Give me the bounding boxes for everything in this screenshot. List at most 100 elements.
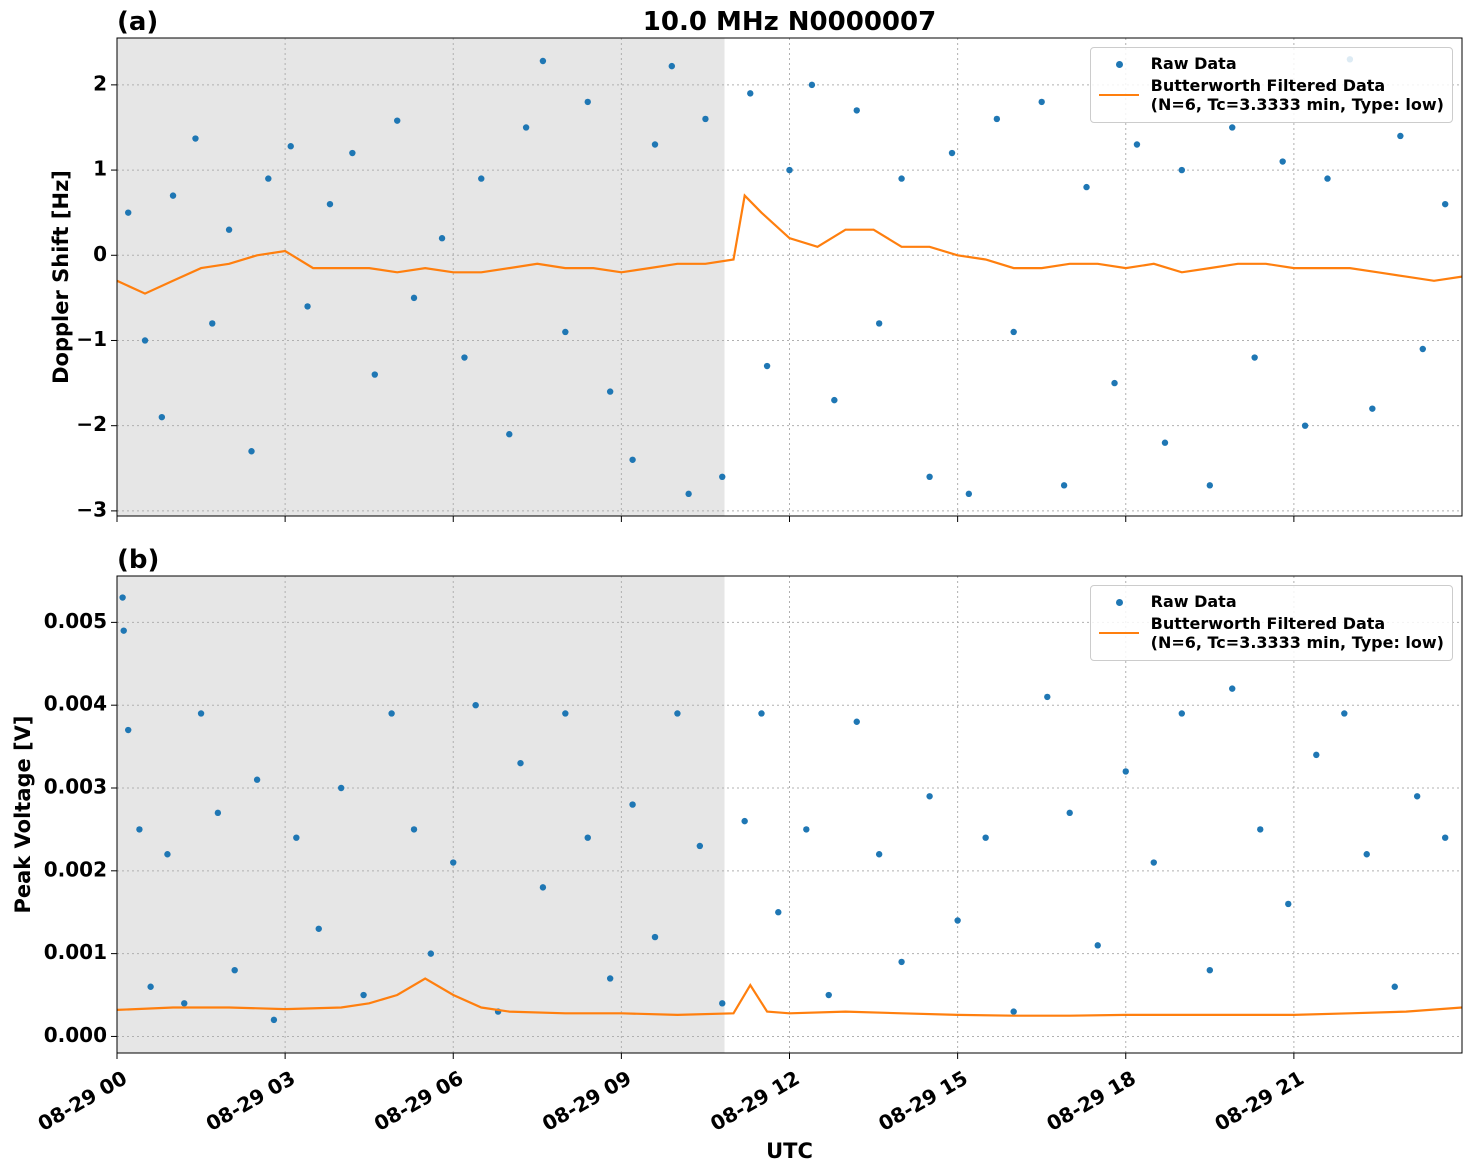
x-tick-label: 08-29 09 <box>538 1066 636 1136</box>
raw-point <box>192 135 199 142</box>
raw-point <box>948 149 956 157</box>
x-axis-label: UTC <box>766 1139 813 1163</box>
raw-point <box>225 226 233 233</box>
raw-point <box>803 826 810 833</box>
raw-point <box>253 776 261 783</box>
raw-point <box>1111 379 1118 387</box>
legend-key <box>1098 614 1139 634</box>
y-tick-label: −1 <box>76 327 107 351</box>
raw-point <box>506 431 513 438</box>
raw-point <box>747 90 754 97</box>
raw-point <box>349 149 356 157</box>
raw-point <box>461 354 468 361</box>
raw-point <box>438 235 446 242</box>
y-tick-label: −3 <box>76 497 107 521</box>
raw-point <box>119 594 126 601</box>
raw-point <box>326 200 334 208</box>
x-tick-label: 08-29 06 <box>370 1066 468 1136</box>
raw-point <box>825 991 832 999</box>
raw-point <box>758 710 765 717</box>
filtered-line <box>117 977 1462 1017</box>
raw-point <box>1206 482 1214 489</box>
raw-point <box>1161 439 1169 446</box>
x-tick-label: 08-29 21 <box>1210 1066 1308 1136</box>
y-axis-label: Doppler Shift [Hz] <box>49 170 73 384</box>
raw-point <box>337 784 345 792</box>
raw-point <box>1229 124 1236 131</box>
raw-point <box>1285 900 1292 908</box>
x-tick-label: 08-29 18 <box>1042 1066 1140 1136</box>
raw-point <box>1313 751 1320 759</box>
raw-point <box>410 294 418 302</box>
raw-point <box>1257 826 1264 833</box>
raw-point <box>674 710 681 717</box>
raw-point <box>1094 942 1101 949</box>
raw-point <box>315 925 322 932</box>
legend-label: Butterworth Filtered Data (N=6, Tc=3.333… <box>1150 614 1444 652</box>
y-tick-label: 0.000 <box>44 1023 107 1047</box>
raw-point <box>1279 158 1286 165</box>
y-tick-label: 0 <box>93 242 107 266</box>
raw-point <box>1413 793 1421 800</box>
raw-point <box>1066 809 1073 817</box>
raw-point <box>360 991 367 999</box>
raw-point <box>248 448 255 455</box>
raw-point <box>1038 98 1045 106</box>
raw-point <box>831 396 838 404</box>
y-tick-label: 0.001 <box>44 940 107 964</box>
raw-point <box>1083 183 1090 191</box>
legend-entry: Butterworth Filtered Data (N=6, Tc=3.333… <box>1098 76 1444 114</box>
raw-point <box>808 81 816 89</box>
legend-entry: Raw Data <box>1099 592 1444 612</box>
raw-point <box>472 701 479 709</box>
raw-point <box>478 175 485 182</box>
raw-point <box>1178 166 1185 174</box>
raw-point <box>1301 422 1309 429</box>
raw-point <box>898 175 905 182</box>
raw-point <box>763 362 771 370</box>
raw-point <box>181 1000 188 1007</box>
raw-point <box>164 851 171 858</box>
raw-point <box>719 473 726 481</box>
raw-point <box>651 933 659 941</box>
raw-point <box>898 958 905 966</box>
raw-point <box>1060 482 1068 489</box>
raw-point <box>606 975 614 982</box>
x-tick-label: 08-29 00 <box>34 1066 132 1136</box>
raw-point <box>775 909 782 916</box>
raw-point <box>1341 710 1348 717</box>
raw-point <box>668 62 676 70</box>
y-tick-label: 0.004 <box>44 692 107 716</box>
raw-point <box>1044 693 1051 701</box>
raw-point <box>741 817 748 825</box>
raw-point <box>562 710 569 717</box>
raw-point <box>214 809 222 817</box>
x-tick-label: 08-29 15 <box>874 1066 972 1136</box>
raw-point <box>1419 345 1426 353</box>
raw-point <box>120 627 127 634</box>
panel-label: (a) <box>117 7 158 37</box>
raw-point <box>1324 175 1331 182</box>
plot-area <box>117 594 1462 1024</box>
plot-frame <box>116 575 1463 1054</box>
raw-point <box>982 834 989 841</box>
legend: Raw Data Butterworth Filtered Data (N=6, … <box>1089 47 1453 123</box>
legend: Raw Data Butterworth Filtered Data (N=6, … <box>1089 585 1453 661</box>
y-tick-label: −2 <box>76 412 107 436</box>
raw-point <box>125 726 132 734</box>
raw-point <box>562 328 569 336</box>
raw-point <box>141 337 149 344</box>
raw-point <box>450 859 457 866</box>
plot-area <box>117 56 1462 498</box>
legend-entry: Butterworth Filtered Data (N=6, Tc=3.333… <box>1098 614 1444 652</box>
raw-point <box>270 1016 278 1024</box>
raw-point <box>926 473 933 481</box>
x-tick-label: 08-29 03 <box>202 1066 300 1136</box>
legend-key <box>1099 592 1139 612</box>
y-tick-label: 0.003 <box>44 775 107 799</box>
raw-point <box>539 57 547 65</box>
chart-title: 10.0 MHz N0000007 <box>643 7 936 37</box>
raw-point <box>1369 405 1376 412</box>
raw-point <box>1391 983 1398 990</box>
